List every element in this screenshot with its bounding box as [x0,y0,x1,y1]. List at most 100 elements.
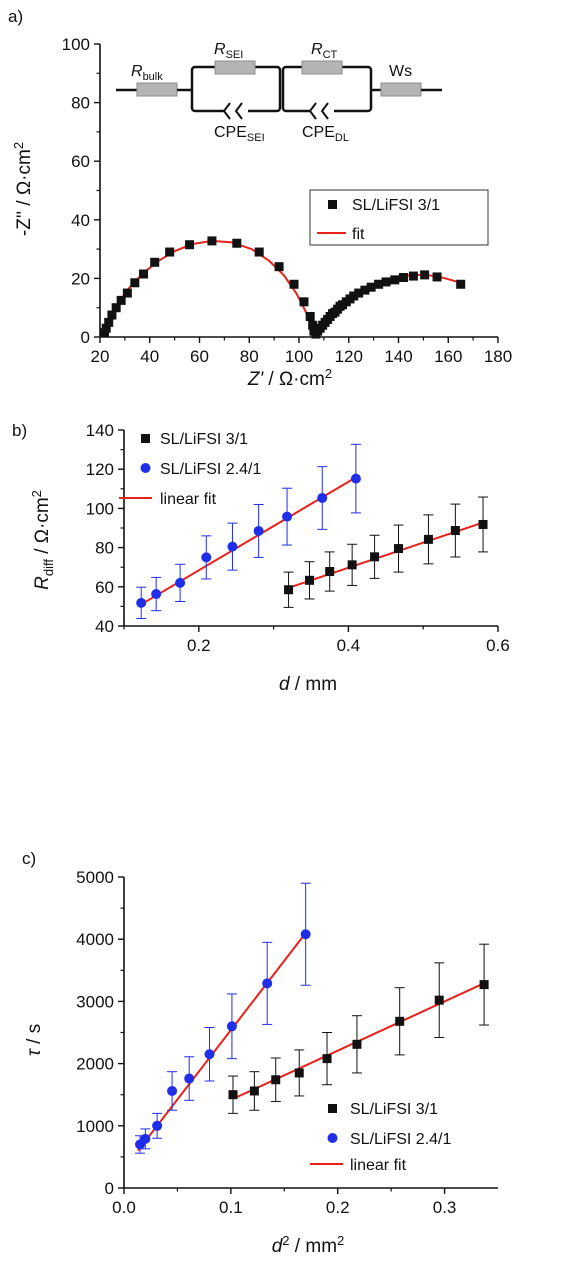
ws-element [380,82,422,97]
y-tick-label: 80 [95,539,114,558]
data-point-square [139,269,149,279]
data-point-square [390,275,400,285]
x-tick-label: 20 [91,347,110,366]
data-point-square [478,519,488,529]
y-tick-label: 3000 [76,992,114,1011]
data-point-square [101,323,111,333]
fit-line [137,932,307,1152]
panel-a-ylabel: -Z'' / Ω·cm2 [11,142,35,236]
panel-b-legend: SL/LiFSI 3/1 SL/LiFSI 2.4/1 linear fit [119,431,261,508]
data-point-square [249,1086,259,1096]
data-point-square [450,526,460,536]
x-tick-label: 0.2 [326,1198,350,1217]
x-tick-label: 140 [384,347,412,366]
data-point-square [420,270,430,280]
y-tick-label: 60 [71,152,90,171]
y-tick-label: 60 [95,578,114,597]
data-point-square [360,285,370,295]
data-point-square [349,291,359,301]
data-point-square [347,560,357,570]
x-tick-label: 0.3 [433,1198,457,1217]
data-point-square [479,980,489,990]
y-tick-label: 5000 [76,868,114,887]
data-point-square [107,310,117,320]
x-tick-label: 0.1 [219,1198,243,1217]
y-tick-label: 80 [71,94,90,113]
data-point-circle [227,541,238,552]
y-tick-label: 40 [95,617,114,636]
data-point-square [408,271,418,281]
data-point-circle [184,1073,195,1084]
y-tick-label: 20 [71,269,90,288]
y-tick-label: 0 [81,328,90,347]
data-point-circle [152,1120,163,1131]
r-ct-resistor [301,60,343,75]
data-point-circle [201,552,212,563]
data-point-circle [350,473,361,484]
panel-c-xlabel: d2 / mm2 [272,1233,345,1257]
legend-label: SL/LiFSI 3/1 [350,1101,438,1118]
legend-label: SL/LiFSI 3/1 [160,431,248,448]
data-point-square [207,236,217,246]
r-bulk-label: Rbulk [131,63,163,83]
y-tick-label: 140 [86,421,114,440]
equivalent-circuit: Rbulk RSEI CPESEI RCT CPEDL Ws [116,41,442,144]
fit-line [102,239,464,337]
data-point-square [150,257,160,267]
legend-marker-square [141,434,150,443]
data-point-square [254,247,264,257]
panel-b-label: b) [12,421,27,440]
x-tick-label: 0.4 [337,636,361,655]
x-tick-label: 60 [190,347,209,366]
panel-a-legend: SL/LiFSI 3/1 fit [309,189,489,246]
data-point-square [104,317,114,327]
legend-marker-circle [327,1133,338,1143]
panel-b-xlabel: d / mm [279,674,337,695]
data-point-square [456,279,466,289]
legend-box [309,189,489,246]
data-point-square [381,277,391,287]
panel-c-ylabel: τ / s [24,1024,45,1056]
data-point-circle [151,589,162,600]
x-tick-label: 100 [285,347,313,366]
panel-b: b) 0.2 0.4 0.6 40 60 80 100 120 140 d / mm Rdiff… [12,421,510,695]
data-point-square [289,279,299,289]
panel-c: c) 0.0 0.1 0.2 0.3 0 1000 2000 3000 4000 5000 d2 … [22,849,498,1257]
data-point-square [374,279,384,289]
data-point-circle [204,1049,215,1060]
legend-label: SL/LiFSI 3/1 [352,197,440,214]
data-point-square [122,288,132,298]
data-point-circle [300,929,311,940]
data-point-square [325,567,335,577]
data-point-square [395,1016,405,1026]
data-point-square [394,544,404,554]
legend-label: SL/LiFSI 2.4/1 [160,461,261,478]
plot-area [136,443,489,620]
data-point-circle [140,1133,151,1144]
cpe-sei-label: CPESEI [214,124,265,144]
cpe-sei-symbol [222,102,231,120]
y-tick-label: 40 [71,211,90,230]
x-tick-label: 0.2 [187,636,211,655]
y-tick-label: 4000 [76,930,114,949]
cpe-dl-symbol [320,102,329,120]
x-tick-label: 0.0 [112,1198,136,1217]
legend-label: linear fit [350,1157,407,1174]
y-tick-label: 2000 [76,1055,114,1074]
legend-marker-square [328,200,337,209]
legend-marker-circle [140,463,151,473]
panel-a-xlabel: Z' / Ω·cm2 [247,366,332,390]
data-point-square [232,238,242,248]
data-point-square [322,1054,332,1064]
panel-c-axes: 0.0 0.1 0.2 0.3 0 1000 2000 3000 4000 5000 [76,868,498,1217]
data-point-square [305,311,315,321]
r-sei-resistor [214,60,256,75]
panel-c-label: c) [22,849,36,868]
cpe-dl-symbol [308,102,317,120]
cpe-sei-symbol [234,102,243,120]
data-point-circle [175,577,186,588]
data-point-circle [136,597,147,608]
data-point-square [294,1068,304,1078]
